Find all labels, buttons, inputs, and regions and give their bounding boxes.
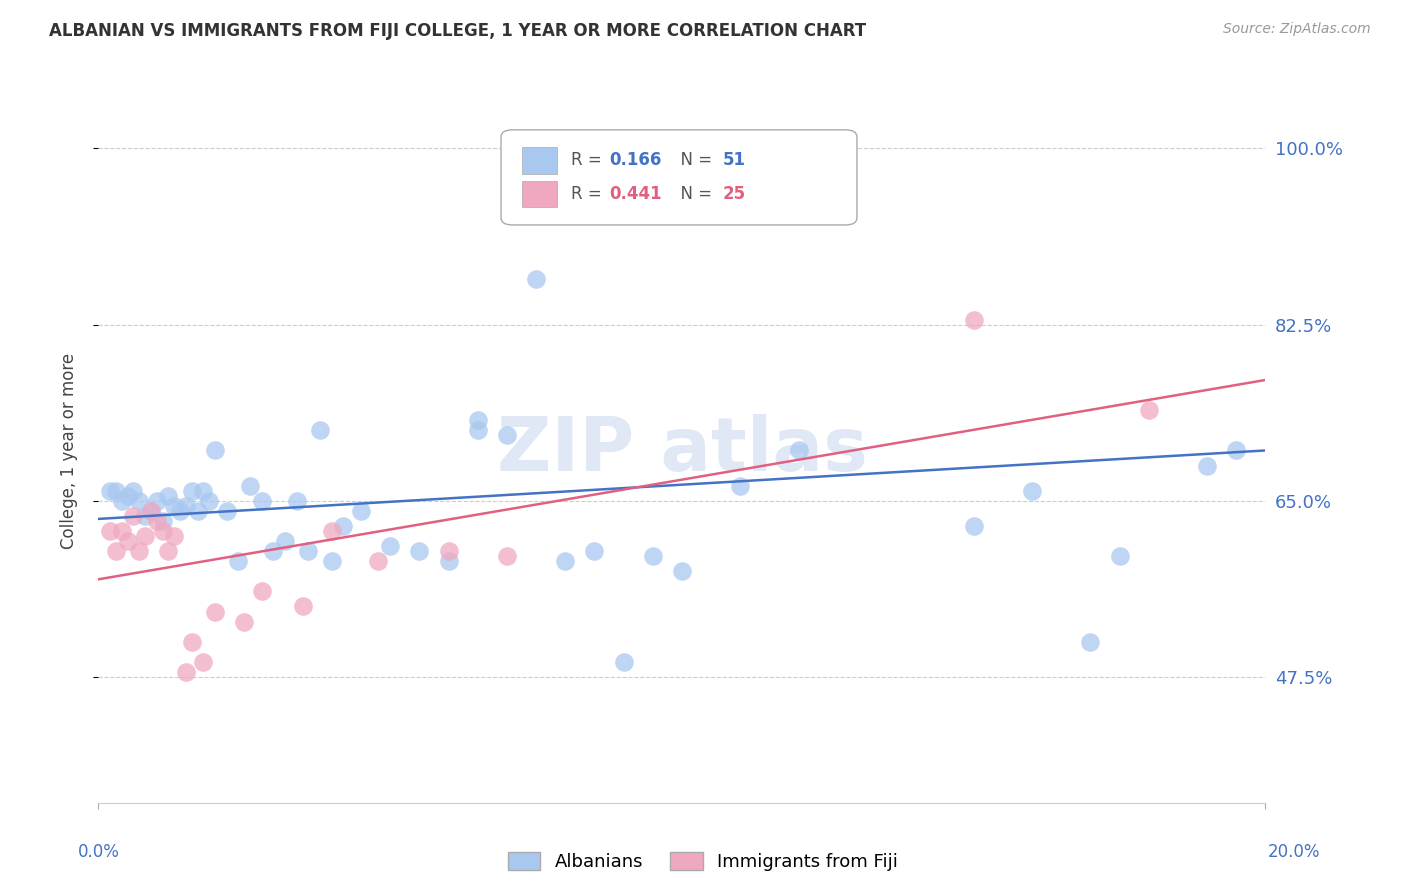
Legend: Albanians, Immigrants from Fiji: Albanians, Immigrants from Fiji — [501, 845, 905, 879]
Text: Source: ZipAtlas.com: Source: ZipAtlas.com — [1223, 22, 1371, 37]
Point — [671, 564, 693, 578]
Point — [174, 665, 197, 679]
Text: R =: R = — [571, 151, 607, 169]
Point — [215, 504, 238, 518]
Point — [193, 483, 215, 498]
FancyBboxPatch shape — [522, 147, 557, 174]
Point — [1080, 634, 1102, 648]
Point — [1021, 483, 1043, 498]
Point — [285, 493, 308, 508]
Point — [321, 554, 343, 568]
Point — [152, 524, 174, 538]
Point — [291, 599, 314, 614]
Point — [496, 428, 519, 442]
Text: N =: N = — [671, 151, 717, 169]
Text: N =: N = — [671, 185, 717, 203]
Point — [98, 524, 121, 538]
Point — [169, 504, 191, 518]
Point — [496, 549, 519, 564]
Text: 0.441: 0.441 — [610, 185, 662, 203]
Point — [117, 534, 139, 549]
Text: 20.0%: 20.0% — [1267, 843, 1320, 861]
Point — [152, 514, 174, 528]
Point — [193, 655, 215, 669]
Text: 0.0%: 0.0% — [77, 843, 120, 861]
Point — [146, 514, 169, 528]
Point — [104, 483, 127, 498]
Point — [163, 529, 186, 543]
Point — [122, 483, 145, 498]
FancyBboxPatch shape — [522, 180, 557, 207]
Point — [787, 443, 810, 458]
Point — [180, 483, 202, 498]
Point — [437, 544, 460, 558]
Point — [98, 483, 121, 498]
Point — [380, 539, 402, 553]
Point — [128, 544, 150, 558]
Point — [139, 504, 162, 518]
FancyBboxPatch shape — [501, 130, 856, 225]
Point — [274, 534, 297, 549]
Point — [111, 493, 134, 508]
Point — [111, 524, 134, 538]
Point — [408, 544, 430, 558]
Point — [239, 478, 262, 492]
Point — [228, 554, 250, 568]
Point — [1137, 403, 1160, 417]
Point — [157, 489, 180, 503]
Text: R =: R = — [571, 185, 607, 203]
Point — [332, 519, 354, 533]
Point — [437, 554, 460, 568]
Point — [730, 478, 752, 492]
Point — [641, 549, 664, 564]
Point — [146, 493, 169, 508]
Text: ZIP atlas: ZIP atlas — [496, 414, 868, 487]
Text: 0.166: 0.166 — [610, 151, 662, 169]
Point — [583, 544, 606, 558]
Point — [128, 493, 150, 508]
Point — [467, 413, 489, 427]
Point — [134, 508, 156, 523]
Point — [321, 524, 343, 538]
Point — [612, 655, 634, 669]
Point — [117, 489, 139, 503]
Point — [962, 312, 984, 326]
Point — [134, 529, 156, 543]
Point — [262, 544, 284, 558]
Point — [297, 544, 319, 558]
Text: ALBANIAN VS IMMIGRANTS FROM FIJI COLLEGE, 1 YEAR OR MORE CORRELATION CHART: ALBANIAN VS IMMIGRANTS FROM FIJI COLLEGE… — [49, 22, 866, 40]
Point — [524, 272, 547, 286]
Point — [198, 493, 221, 508]
Point — [104, 544, 127, 558]
Point — [122, 508, 145, 523]
Point — [962, 519, 984, 533]
Point — [1225, 443, 1247, 458]
Point — [233, 615, 256, 629]
Point — [204, 605, 226, 619]
Point — [157, 544, 180, 558]
Point — [139, 504, 162, 518]
Point — [1195, 458, 1218, 473]
Point — [1108, 549, 1130, 564]
Point — [250, 584, 273, 599]
Point — [250, 493, 273, 508]
Point — [163, 499, 186, 513]
Point — [174, 499, 197, 513]
Point — [180, 634, 202, 648]
Point — [204, 443, 226, 458]
Text: 25: 25 — [723, 185, 745, 203]
Point — [309, 423, 332, 437]
Y-axis label: College, 1 year or more: College, 1 year or more — [59, 352, 77, 549]
Point — [187, 504, 209, 518]
Point — [367, 554, 389, 568]
Point — [467, 423, 489, 437]
Point — [350, 504, 373, 518]
Text: 51: 51 — [723, 151, 745, 169]
Point — [554, 554, 576, 568]
